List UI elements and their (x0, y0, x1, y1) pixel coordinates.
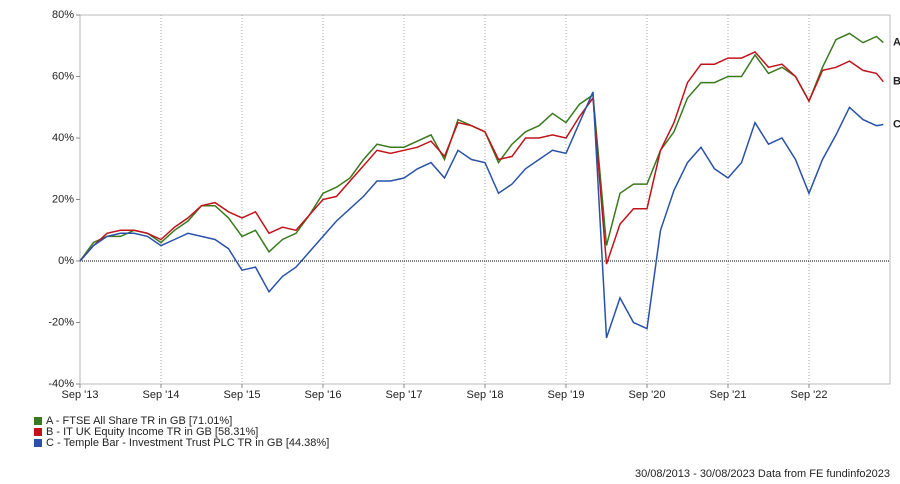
y-tick-label: 60% (52, 70, 74, 82)
x-tick-label: Sep '19 (548, 389, 585, 401)
x-tick-label: Sep '18 (467, 389, 504, 401)
x-tick-label: Sep '22 (791, 389, 828, 401)
y-tick-label: 20% (52, 193, 74, 205)
x-tick-label: Sep '17 (386, 389, 423, 401)
series-line (79, 91, 884, 339)
x-tick-label: Sep '14 (143, 389, 180, 401)
series-line (79, 32, 884, 262)
line-end-label: A (893, 37, 900, 49)
legend-label: B - IT UK Equity Income TR in GB [58.31%… (46, 426, 258, 438)
series-line (79, 50, 884, 265)
line-end-label: C (893, 118, 900, 130)
x-tick-label: Sep '13 (62, 389, 99, 401)
legend-label: C - Temple Bar - Investment Trust PLC TR… (46, 437, 329, 449)
x-tick-label: Sep '16 (305, 389, 342, 401)
y-tick-label: 80% (52, 9, 74, 21)
legend-swatch (34, 428, 42, 436)
y-tick-label: -40% (48, 378, 74, 390)
line-end-label: B (893, 76, 900, 88)
legend-label: A - FTSE All Share TR in GB [71.01%] (46, 415, 232, 427)
y-tick-label: 40% (52, 132, 74, 144)
footer: 30/08/2013 - 30/08/2023 Data from FE fun… (635, 468, 890, 480)
y-tick-label: 0% (58, 255, 74, 267)
legend-swatch (34, 417, 42, 425)
x-tick-label: Sep '20 (629, 389, 666, 401)
x-tick-label: Sep '21 (710, 389, 747, 401)
x-tick-label: Sep '15 (224, 389, 261, 401)
y-tick-label: -20% (48, 316, 74, 328)
plot-frame (79, 14, 891, 385)
legend-swatch (34, 439, 42, 447)
